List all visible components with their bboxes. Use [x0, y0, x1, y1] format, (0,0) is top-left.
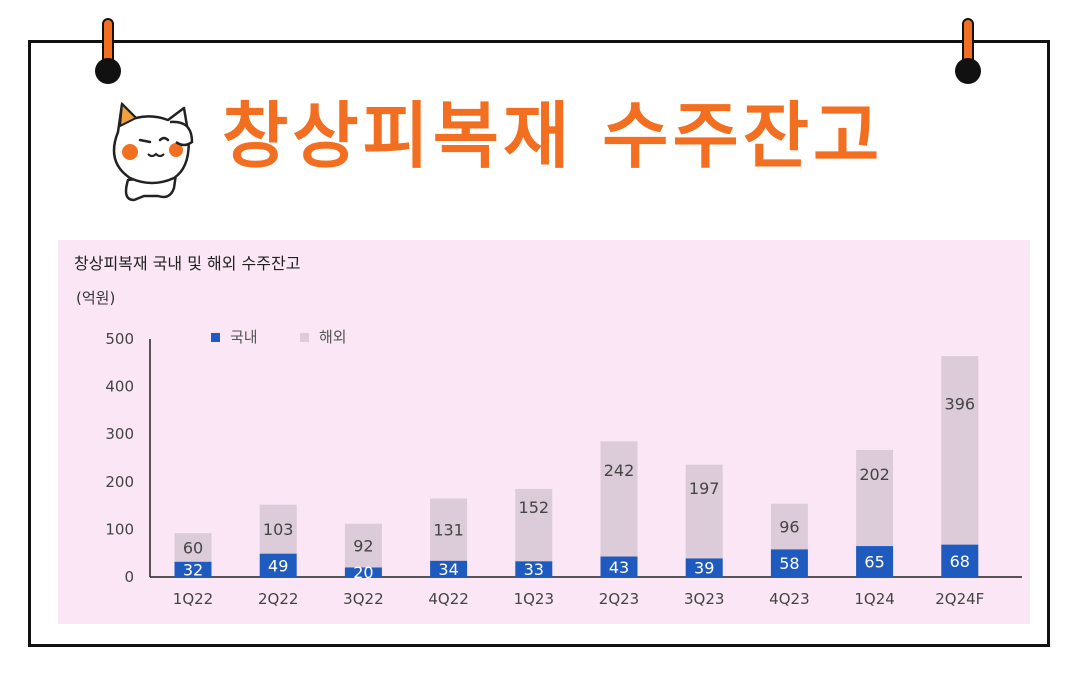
data-label-overseas: 60 — [183, 538, 203, 557]
y-tick-label: 0 — [124, 568, 134, 586]
bar-domestic — [770, 549, 808, 577]
x-tick-label: 3Q23 — [684, 590, 724, 608]
data-label-overseas: 152 — [519, 498, 550, 517]
x-tick-label: 2Q22 — [258, 590, 298, 608]
data-label-overseas: 202 — [859, 465, 890, 484]
bar-overseas — [174, 533, 212, 562]
banner-title: 창상피복재 수주잔고 — [222, 94, 884, 178]
bar-domestic — [600, 556, 638, 577]
data-label-domestic: 39 — [694, 559, 714, 578]
bar-domestic — [941, 544, 979, 577]
bar-domestic — [430, 560, 468, 577]
bar-domestic — [515, 561, 553, 577]
data-label-overseas: 197 — [689, 479, 720, 498]
y-tick-label: 300 — [105, 425, 134, 443]
legend-swatch-overseas — [300, 333, 309, 342]
x-tick-label: 2Q23 — [599, 590, 639, 608]
x-tick-label: 3Q22 — [343, 590, 383, 608]
bar-overseas — [430, 498, 468, 561]
data-label-domestic: 65 — [864, 553, 884, 572]
bar-overseas — [685, 464, 723, 559]
x-tick-label: 1Q22 — [173, 590, 213, 608]
chart-title: 창상피복재 국내 및 해외 수주잔고 — [74, 254, 301, 273]
y-axis-unit: (억원) — [76, 289, 116, 307]
bar-overseas — [600, 441, 638, 557]
x-tick-label: 1Q23 — [514, 590, 554, 608]
legend-swatch-domestic — [211, 333, 220, 342]
data-label-domestic: 43 — [609, 558, 629, 577]
bar-overseas — [941, 356, 979, 545]
x-tick-label: 4Q23 — [769, 590, 809, 608]
x-tick-label: 1Q24 — [854, 590, 894, 608]
hanger-hole-right — [955, 58, 981, 84]
bar-domestic — [685, 558, 723, 577]
data-label-overseas: 396 — [945, 394, 976, 413]
y-tick-label: 200 — [105, 473, 134, 491]
legend-label-overseas: 해외 — [319, 328, 347, 346]
data-label-domestic: 20 — [353, 563, 373, 582]
bar-domestic — [856, 546, 894, 577]
bar-overseas — [770, 503, 808, 550]
bar-overseas — [515, 488, 553, 562]
bar-overseas — [856, 449, 894, 547]
y-tick-label: 400 — [105, 378, 134, 396]
bar-domestic — [259, 553, 297, 577]
bar-overseas — [344, 523, 382, 568]
data-label-domestic: 49 — [268, 556, 288, 575]
legend-label-domestic: 국내 — [230, 328, 258, 346]
cat-mascot-icon — [112, 101, 194, 202]
bar-overseas — [259, 504, 297, 554]
data-label-overseas: 103 — [263, 520, 294, 539]
bar-domestic — [174, 561, 212, 577]
y-tick-label: 500 — [105, 330, 134, 348]
data-label-domestic: 32 — [183, 560, 203, 579]
data-label-overseas: 242 — [604, 461, 635, 480]
data-label-domestic: 34 — [438, 560, 458, 579]
data-label-overseas: 131 — [433, 521, 464, 540]
data-label-overseas: 96 — [779, 518, 799, 537]
y-tick-label: 100 — [105, 520, 134, 538]
x-tick-label: 2Q24F — [935, 590, 984, 608]
x-tick-label: 4Q22 — [428, 590, 468, 608]
hanger-hole-left — [95, 58, 121, 84]
data-label-domestic: 68 — [950, 552, 970, 571]
data-label-domestic: 58 — [779, 554, 799, 573]
data-label-domestic: 33 — [524, 560, 544, 579]
data-label-overseas: 92 — [353, 537, 373, 556]
bar-domestic — [344, 567, 382, 577]
